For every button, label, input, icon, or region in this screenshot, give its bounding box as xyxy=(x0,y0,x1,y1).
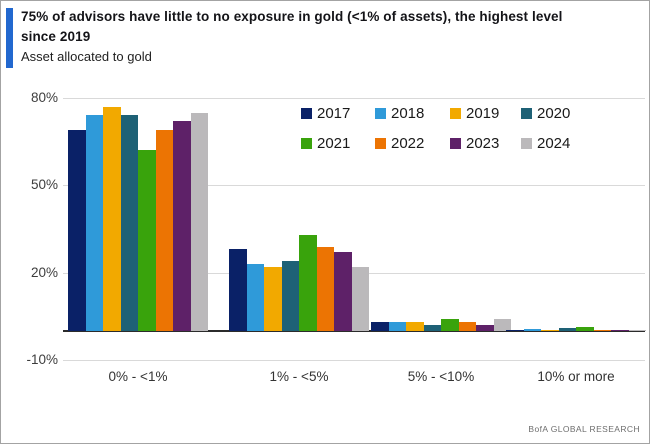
chart-subtitle: Asset allocated to gold xyxy=(21,49,152,64)
bar-2018-category-1 xyxy=(85,115,103,331)
legend-label: 2023 xyxy=(466,134,500,152)
x-axis-category-label: 5% - <10% xyxy=(407,369,475,384)
bar-2020-category-3 xyxy=(423,325,441,331)
bar-2019-category-2 xyxy=(264,266,282,331)
legend-label: 2018 xyxy=(391,104,425,122)
y-axis-tick-label: 50% xyxy=(30,177,58,192)
legend-item-2018: 2018 xyxy=(375,104,450,122)
bar-2018-category-3 xyxy=(388,322,406,331)
bar-2019-category-1 xyxy=(103,106,121,331)
legend-item-2024: 2024 xyxy=(521,134,611,152)
legend-item-2020: 2020 xyxy=(521,104,611,122)
x-axis-category-label: 1% - <5% xyxy=(269,369,329,384)
legend-item-2021: 2021 xyxy=(301,134,375,152)
chart-legend: 2017 2018 2019 2020 2021 2022 2023 2024 xyxy=(301,104,611,152)
x-axis-category-label: 0% - <1% xyxy=(108,369,168,384)
bar-2023-category-2 xyxy=(334,252,352,331)
bar-2018-category-4 xyxy=(523,328,541,331)
bar-2024-category-3 xyxy=(493,319,511,331)
legend-swatch-icon xyxy=(450,107,461,119)
legend-label: 2021 xyxy=(317,134,351,152)
title-accent-bar xyxy=(6,8,13,68)
legend-swatch-icon xyxy=(301,137,312,149)
bar-2021-category-3 xyxy=(441,319,459,331)
x-axis-category-label: 10% or more xyxy=(537,369,615,384)
bar-2024-category-2 xyxy=(351,266,369,331)
bar-2019-category-3 xyxy=(406,322,424,331)
legend-item-2023: 2023 xyxy=(450,134,521,152)
bar-2022-category-3 xyxy=(458,322,476,331)
bar-2020-category-4 xyxy=(558,328,576,331)
legend-label: 2019 xyxy=(466,104,500,122)
bar-2023-category-4 xyxy=(611,329,629,331)
legend-swatch-icon xyxy=(521,137,532,149)
legend-label: 2024 xyxy=(537,134,571,152)
legend-swatch-icon xyxy=(375,107,386,119)
legend-item-2022: 2022 xyxy=(375,134,450,152)
legend-swatch-icon xyxy=(450,137,461,149)
legend-item-2019: 2019 xyxy=(450,104,521,122)
bar-2022-category-4 xyxy=(593,330,611,331)
legend-swatch-icon xyxy=(521,107,532,119)
chart-headline: 75% of advisors have little to no exposu… xyxy=(21,9,563,44)
bar-2024-category-4 xyxy=(628,329,646,331)
legend-swatch-icon xyxy=(375,137,386,149)
y-axis-tick-label: 20% xyxy=(30,265,58,280)
x-axis-baseline xyxy=(63,330,645,332)
gridline-50% xyxy=(63,185,645,186)
bar-2017-category-2 xyxy=(229,249,247,331)
gridline--10% xyxy=(63,360,645,361)
source-label: BofA GLOBAL RESEARCH xyxy=(528,424,640,434)
bar-2017-category-3 xyxy=(371,322,389,331)
bar-2020-category-1 xyxy=(120,115,138,331)
legend-label: 2020 xyxy=(537,104,571,122)
legend-label: 2017 xyxy=(317,104,351,122)
bar-2021-category-4 xyxy=(576,326,594,331)
legend-item-2017: 2017 xyxy=(301,104,375,122)
bar-2018-category-2 xyxy=(246,264,264,331)
legend-label: 2022 xyxy=(391,134,425,152)
legend-swatch-icon xyxy=(301,107,312,119)
bar-2021-category-1 xyxy=(138,150,156,331)
y-axis-tick-label: -10% xyxy=(26,352,58,367)
bar-2022-category-2 xyxy=(316,246,334,331)
gridline-80% xyxy=(63,98,645,99)
bar-2017-category-1 xyxy=(68,130,86,331)
bar-2017-category-4 xyxy=(506,329,524,331)
y-axis-tick-label: 80% xyxy=(30,90,58,105)
bar-2024-category-1 xyxy=(190,112,208,331)
bar-2022-category-1 xyxy=(155,130,173,331)
bar-2021-category-2 xyxy=(299,234,317,331)
bar-2023-category-1 xyxy=(173,121,191,331)
bar-2019-category-4 xyxy=(541,330,559,331)
bar-2020-category-2 xyxy=(281,261,299,331)
bar-2023-category-3 xyxy=(476,325,494,331)
